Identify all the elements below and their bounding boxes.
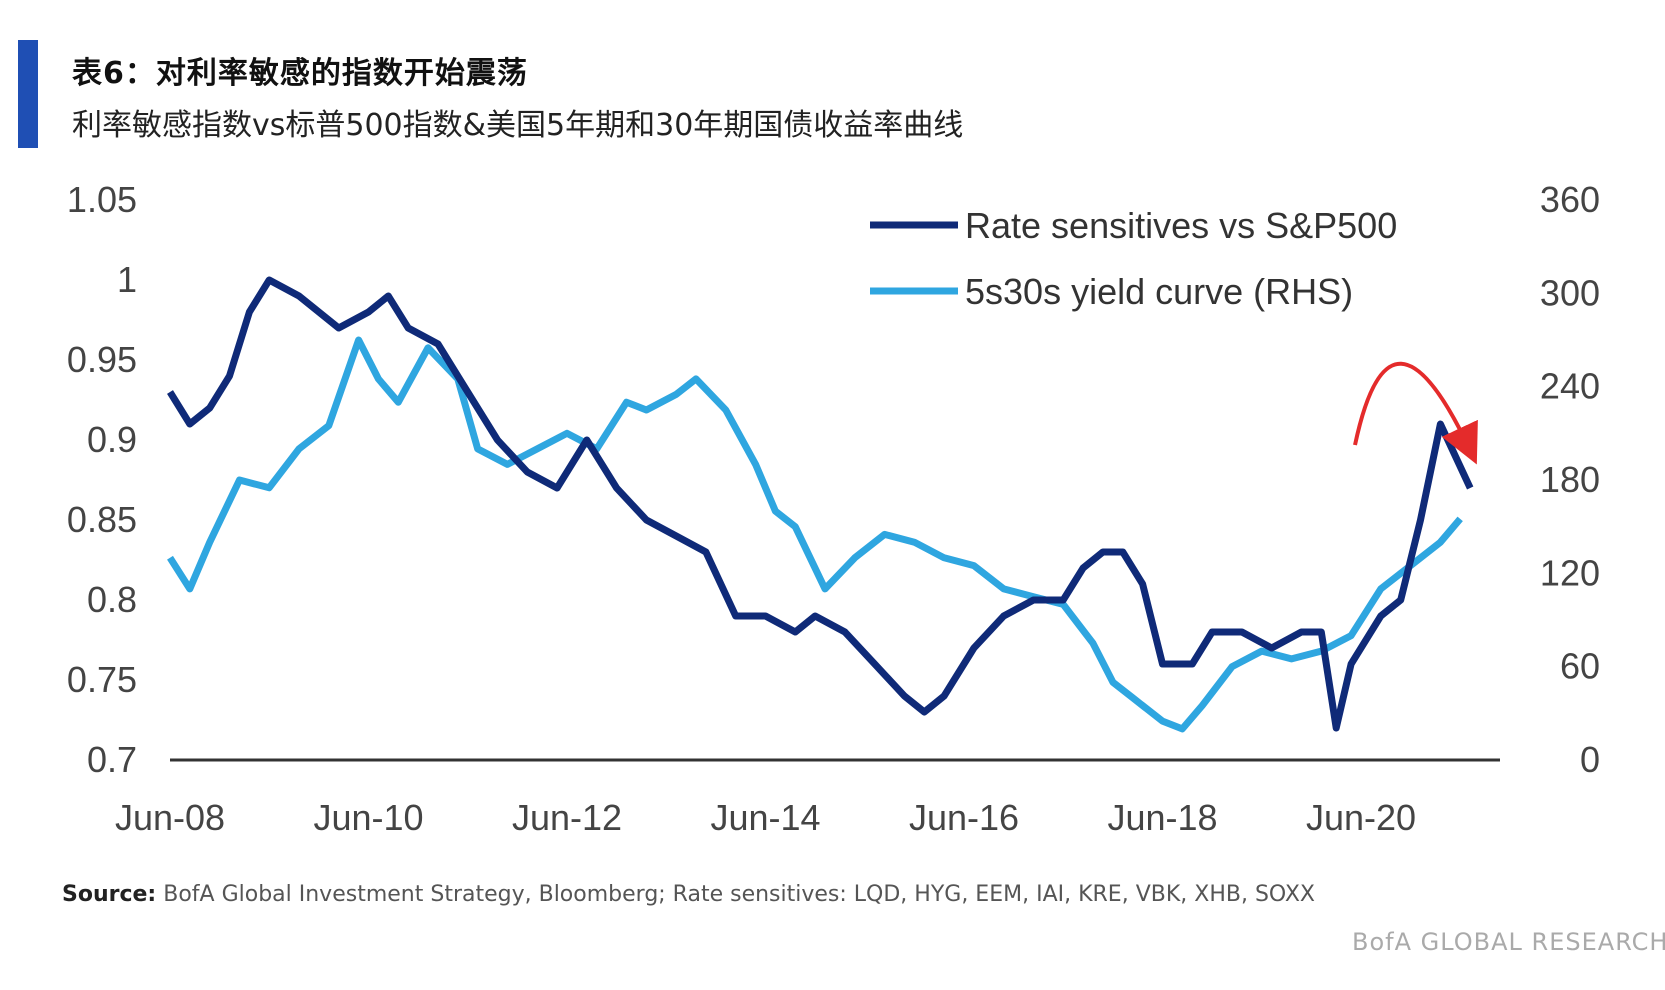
- left-tick-label: 0.8: [87, 579, 137, 620]
- title-accent-bar: [18, 40, 38, 148]
- x-tick-label: Jun-20: [1306, 797, 1416, 838]
- right-tick-label: 240: [1540, 366, 1600, 407]
- legend: Rate sensitives vs S&P500 5s30s yield cur…: [870, 205, 1397, 312]
- right-tick-label: 60: [1560, 646, 1600, 687]
- x-tick-label: Jun-14: [710, 797, 820, 838]
- x-tick-label: Jun-16: [909, 797, 1019, 838]
- x-axis-ticks: Jun-08 Jun-10 Jun-12 Jun-14 Jun-16 Jun-18 Jun-…: [115, 797, 1416, 838]
- chart-subtitle: 利率敏感指数vs标普500指数&美国5年期和30年期国债收益率曲线: [72, 108, 964, 143]
- series-layer: [167, 276, 1474, 733]
- left-tick-label: 0.75: [67, 659, 137, 700]
- x-tick-label: Jun-08: [115, 797, 225, 838]
- legend-label: Rate sensitives vs S&P500: [965, 205, 1397, 246]
- x-tick-label: Jun-18: [1107, 797, 1217, 838]
- brand-label: BofA GLOBAL RESEARCH: [1352, 928, 1665, 956]
- chart-title: 表6：对利率敏感的指数开始震荡: [72, 56, 528, 91]
- left-axis-ticks: 1.05 1 0.95 0.9 0.85 0.8 0.75 0.7: [67, 179, 137, 780]
- right-tick-label: 0: [1580, 739, 1600, 780]
- left-tick-label: 0.9: [87, 419, 137, 460]
- right-axis-ticks: 360 300 240 180 120 60 0: [1540, 179, 1600, 780]
- rate-sensitives-line: [167, 276, 1474, 732]
- legend-label: 5s30s yield curve (RHS): [965, 271, 1353, 312]
- right-tick-label: 120: [1540, 552, 1600, 593]
- left-tick-label: 0.85: [67, 499, 137, 540]
- right-tick-label: 360: [1540, 179, 1600, 220]
- left-tick-label: 1: [117, 259, 137, 300]
- yield-curve-line: [167, 336, 1463, 733]
- right-tick-label: 300: [1540, 272, 1600, 313]
- left-tick-label: 0.95: [67, 339, 137, 380]
- red-arrow-annotation: [1353, 361, 1478, 465]
- x-tick-label: Jun-10: [313, 797, 423, 838]
- x-tick-label: Jun-12: [512, 797, 622, 838]
- right-tick-label: 180: [1540, 459, 1600, 500]
- source-text: BofA Global Investment Strategy, Bloombe…: [163, 882, 1315, 907]
- source-note: Source: BofA Global Investment Strategy,…: [62, 882, 1315, 907]
- left-tick-label: 1.05: [67, 179, 137, 220]
- left-tick-label: 0.7: [87, 739, 137, 780]
- source-label: Source:: [62, 882, 157, 907]
